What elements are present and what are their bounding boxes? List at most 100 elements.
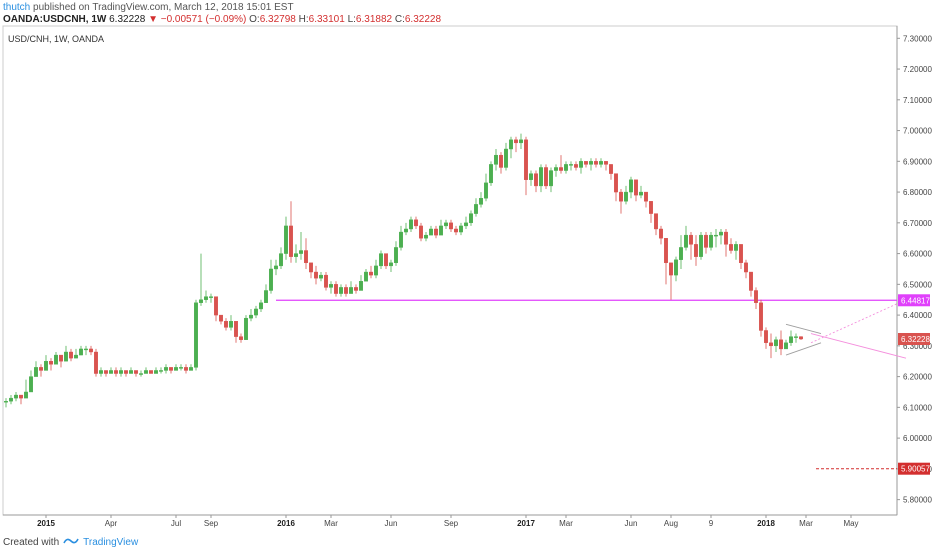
candle-body	[684, 234, 689, 248]
candle-body	[173, 367, 178, 371]
candle-body	[188, 367, 193, 371]
candle-body	[68, 351, 73, 359]
trend-down-line	[810, 333, 907, 359]
candle-body	[364, 271, 369, 282]
candle-body	[519, 139, 524, 144]
open-value: 6.32798	[259, 14, 296, 25]
price-chart[interactable]: 7.30000 7.20000 7.10000 7.00000 6.90000 6.800…	[0, 25, 932, 533]
candle-body	[153, 370, 158, 374]
x-tick-label: Mar	[559, 519, 573, 528]
candle-body	[619, 191, 624, 202]
ohlc-line: OANDA:USDCNH, 1W 6.32228 ▼ −0.00571 (−0.…	[3, 14, 441, 25]
candle-body	[769, 342, 774, 347]
x-tick-label: Jun	[385, 519, 398, 528]
candle-body	[454, 228, 459, 233]
y-tick-label: 5.80000	[903, 496, 932, 505]
candle-body	[479, 198, 484, 205]
x-tick-label: Mar	[799, 519, 813, 528]
candle-body	[469, 213, 474, 224]
candle-body	[414, 219, 419, 227]
candle-body	[629, 179, 634, 193]
support-level-tag-label: 6.44817	[901, 296, 930, 305]
open-label: O:	[249, 14, 260, 25]
y-tick-label: 6.00000	[903, 434, 932, 443]
candle-body	[459, 225, 464, 233]
candle-body	[148, 370, 153, 374]
candle-body	[449, 222, 454, 230]
candle-body	[198, 299, 203, 303]
candle-body	[39, 367, 44, 371]
candle-body	[579, 161, 584, 168]
candle-body	[499, 154, 504, 168]
x-tick-label: May	[843, 519, 858, 528]
candle-body	[589, 161, 594, 165]
triangle-upper-line	[785, 323, 822, 334]
candle-body	[379, 253, 384, 267]
high-value: 6.33101	[308, 14, 345, 25]
x-tick-label: Sep	[444, 519, 459, 528]
y-tick-label: 6.80000	[903, 188, 932, 197]
y-tick-label: 6.60000	[903, 250, 932, 259]
candle-body	[73, 354, 78, 359]
candle-body	[674, 259, 679, 276]
target-level-tag	[898, 462, 930, 475]
candle-body	[13, 394, 18, 399]
publisher-line: thutch published on TradingView.com, Mar…	[3, 2, 294, 13]
candle-body	[299, 250, 304, 254]
candle-body	[83, 348, 88, 351]
target-level-tag-label: 5.90057	[901, 465, 930, 474]
candle-body	[208, 296, 213, 298]
author-link[interactable]: thutch	[3, 2, 31, 13]
x-tick-label: Sep	[204, 519, 219, 528]
candle-body	[213, 296, 218, 316]
candle-body	[369, 271, 374, 276]
candle-body	[203, 296, 208, 300]
candle-body	[49, 361, 54, 365]
candle-body	[649, 201, 654, 214]
candle-body	[439, 225, 444, 236]
candle-body	[734, 244, 739, 251]
candle-body	[294, 253, 299, 257]
candle-body	[3, 401, 8, 403]
candle-body	[138, 373, 143, 375]
candle-body	[324, 274, 329, 288]
x-tick-label: Jul	[171, 519, 181, 528]
x-tick-label: Apr	[105, 519, 118, 528]
candle-body	[354, 287, 359, 291]
candle-body	[664, 238, 669, 264]
candle-body	[659, 228, 664, 239]
candle-body	[689, 234, 694, 245]
chart-title: USD/CNH, 1W, OANDA	[8, 34, 105, 44]
y-tick-label: 7.00000	[903, 127, 932, 136]
candle-body	[289, 225, 294, 257]
y-tick-label: 7.30000	[903, 34, 932, 43]
close-label: C:	[394, 14, 405, 25]
support-level-tag	[898, 294, 930, 307]
candle-body	[63, 351, 68, 362]
triangle-lower-line	[785, 342, 822, 356]
candle-body	[624, 191, 629, 202]
chart-area[interactable]: 7.30000 7.20000 7.10000 7.00000 6.90000 6.800…	[0, 25, 932, 533]
low-label: L:	[347, 14, 356, 25]
price-change: ▼ −0.00571 (−0.09%)	[148, 14, 247, 25]
candle-body	[34, 367, 39, 377]
y-tick-label: 6.30000	[903, 342, 932, 351]
candle-body	[539, 167, 544, 187]
candle-body	[259, 302, 264, 310]
candle-body	[264, 290, 269, 303]
candle-body	[8, 397, 13, 402]
candle-body	[794, 336, 799, 338]
candle-body	[569, 164, 574, 166]
candle-body	[389, 262, 394, 267]
candle-body	[484, 182, 489, 199]
x-tick-label: Mar	[324, 519, 338, 528]
candle-body	[349, 287, 354, 294]
candle-body	[44, 361, 49, 371]
candle-body	[108, 370, 113, 374]
candle-body	[464, 222, 469, 227]
candle-body	[504, 148, 509, 168]
tradingview-link[interactable]: TradingView	[83, 536, 139, 548]
high-label: H:	[298, 14, 309, 25]
candle-body	[669, 262, 674, 276]
candle-body	[609, 164, 614, 174]
